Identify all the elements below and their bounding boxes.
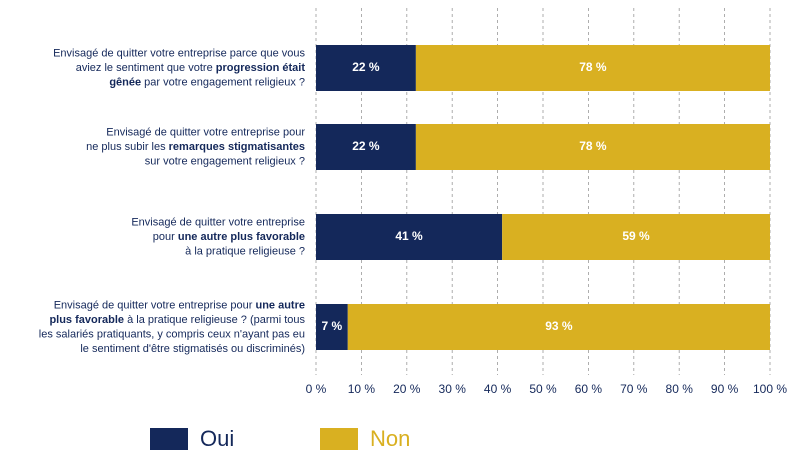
category-label: les salariés pratiquants, y compris ceux… (39, 328, 305, 340)
category-label: Envisagé de quitter votre entreprise (131, 216, 305, 228)
label-run: à la pratique religieuse ? (185, 245, 305, 257)
label-run: une autre (255, 299, 305, 311)
label-run: les salariés pratiquants, y compris ceux… (39, 328, 305, 340)
x-tick-label: 30 % (439, 382, 467, 396)
category-label: gênée par votre engagement religieux ? (109, 76, 305, 88)
label-run: Envisagé de quitter votre entreprise pou… (106, 126, 305, 138)
label-run: gênée (109, 76, 141, 88)
value-label: 22 % (352, 139, 380, 153)
label-run: Envisagé de quitter votre entreprise (131, 216, 305, 228)
category-label: pour une autre plus favorable (153, 231, 305, 243)
bar-segment (502, 214, 770, 260)
bar-segment (415, 124, 770, 170)
label-run: à la pratique religieuse ? (parmi tous (124, 314, 305, 326)
x-tick-label: 70 % (620, 382, 648, 396)
bar-segment (316, 45, 416, 91)
label-run: Envisagé de quitter votre entreprise pou… (54, 299, 256, 311)
label-run: le sentiment d'être stigmatisés ou discr… (80, 343, 305, 355)
category-label: aviez le sentiment que votre progression… (76, 62, 306, 74)
label-run: sur votre engagement religieux ? (145, 155, 305, 167)
x-tick-label: 20 % (393, 382, 421, 396)
value-label: 78 % (579, 60, 607, 74)
label-run: progression était (216, 62, 306, 74)
label-run: pour (153, 231, 178, 243)
category-label: à la pratique religieuse ? (185, 245, 305, 257)
label-run: aviez le sentiment que votre (76, 62, 216, 74)
legend-label: Oui (200, 426, 234, 451)
value-label: 78 % (579, 139, 607, 153)
value-label: 7 % (322, 319, 343, 333)
label-run: plus favorable (49, 314, 124, 326)
label-run: Envisagé de quitter votre entreprise par… (53, 47, 305, 59)
x-tick-label: 80 % (666, 382, 694, 396)
category-label: plus favorable à la pratique religieuse … (49, 314, 305, 326)
bar-segment (316, 214, 503, 260)
bar-segment (415, 45, 770, 91)
x-tick-label: 0 % (306, 382, 327, 396)
legend-swatch (320, 428, 358, 450)
category-label: Envisagé de quitter votre entreprise pou… (54, 299, 305, 311)
value-label: 93 % (545, 319, 573, 333)
legend-label: Non (370, 426, 410, 451)
label-run: par votre engagement religieux ? (141, 76, 305, 88)
bar-segment (316, 124, 416, 170)
bar-segment (347, 304, 770, 350)
label-run: remarques stigmatisantes (169, 141, 305, 153)
legend-swatch (150, 428, 188, 450)
x-tick-label: 60 % (575, 382, 603, 396)
category-label: Envisagé de quitter votre entreprise par… (53, 47, 305, 59)
value-label: 59 % (622, 229, 650, 243)
bar-segment (316, 304, 348, 350)
label-run: ne plus subir les (86, 141, 169, 153)
category-label: sur votre engagement religieux ? (145, 155, 305, 167)
x-tick-label: 100 % (753, 382, 787, 396)
category-label: le sentiment d'être stigmatisés ou discr… (80, 343, 305, 355)
x-tick-label: 40 % (484, 382, 512, 396)
value-label: 22 % (352, 60, 380, 74)
x-tick-label: 90 % (711, 382, 739, 396)
category-label: Envisagé de quitter votre entreprise pou… (106, 126, 305, 138)
category-label: ne plus subir les remarques stigmatisant… (86, 141, 305, 153)
value-label: 41 % (395, 229, 423, 243)
label-run: une autre plus favorable (178, 231, 305, 243)
x-tick-label: 10 % (348, 382, 376, 396)
x-tick-label: 50 % (529, 382, 557, 396)
